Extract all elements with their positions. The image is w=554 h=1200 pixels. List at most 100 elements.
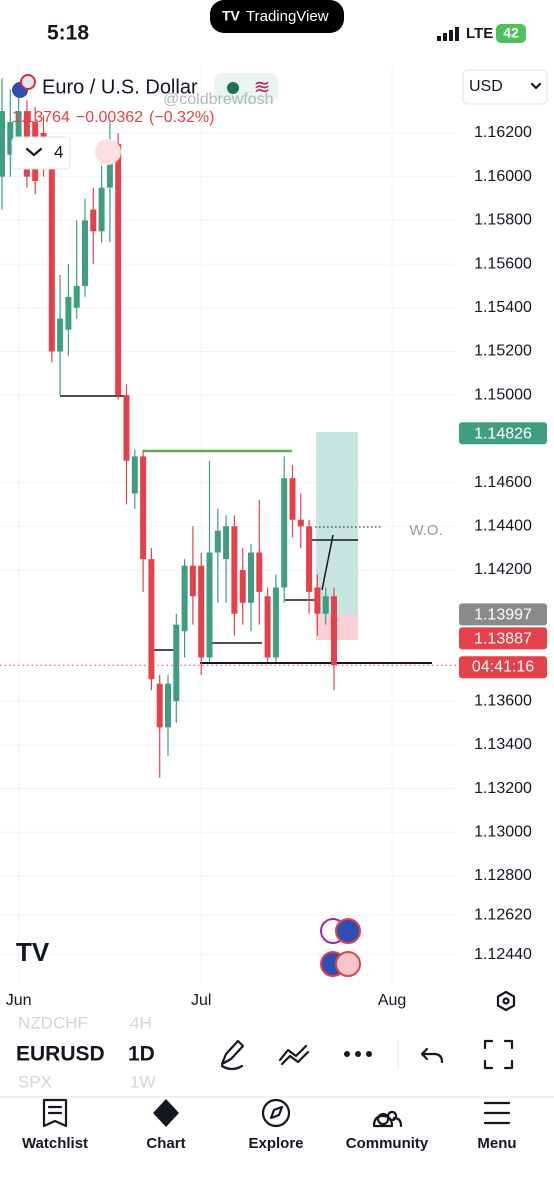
candle-body — [0, 111, 5, 177]
y-tick-label: 1.15600 — [474, 255, 532, 272]
x-tick-label: Aug — [378, 992, 406, 1009]
nav-community[interactable]: Community — [346, 1135, 429, 1152]
chart-icon[interactable] — [153, 1099, 179, 1127]
candle-body — [156, 683, 163, 728]
alert-icon[interactable] — [95, 139, 121, 165]
status-time: 5:18 — [47, 22, 89, 45]
y-tick-label: 1.15200 — [474, 343, 532, 360]
quote: 1.13764 −0.00362 (−0.32%) — [12, 109, 214, 126]
settings-dot — [502, 997, 510, 1005]
interval[interactable]: 1D — [128, 1043, 155, 1066]
x-tick-label: Jul — [191, 992, 211, 1009]
nav-explore[interactable]: Explore — [248, 1135, 303, 1152]
interval-option[interactable]: 1W — [130, 1072, 156, 1091]
event-icon[interactable] — [335, 951, 361, 977]
y-tick-label: 1.13000 — [474, 823, 532, 840]
nav-chart[interactable]: Chart — [146, 1135, 185, 1152]
countdown-tag — [459, 656, 547, 679]
feed-icon: ≋ — [254, 76, 271, 98]
candle-body — [90, 209, 97, 232]
menu-icon[interactable] — [483, 1101, 511, 1125]
settings-icon[interactable] — [496, 990, 516, 1012]
more-tools[interactable] — [344, 1051, 372, 1057]
symbol-name: Euro / U.S. Dollar — [42, 76, 198, 98]
candle-body — [189, 565, 196, 597]
chevron — [25, 147, 43, 157]
y-tick-label: 1.14200 — [474, 561, 532, 578]
tv-logo: TV — [16, 937, 50, 967]
candle-body — [57, 318, 64, 352]
candle-body — [314, 587, 321, 614]
undo[interactable] — [420, 1047, 444, 1064]
x-tick-label: Jun — [6, 992, 32, 1009]
currency-select[interactable] — [462, 69, 548, 105]
app-name: TradingView — [246, 8, 329, 25]
y-tick-label: 1.15000 — [474, 386, 532, 403]
candle-body — [239, 570, 246, 603]
y-tick-label: 1.15800 — [474, 212, 532, 229]
indicators-count: 4 — [54, 142, 63, 161]
grid — [0, 65, 455, 985]
candle-body — [214, 530, 221, 553]
battery — [496, 24, 526, 43]
trend-tool[interactable] — [278, 1044, 310, 1066]
candle-body — [289, 478, 296, 520]
nav-menu[interactable]: Menu — [477, 1135, 516, 1152]
candle-body — [248, 552, 254, 603]
change-pct: (−0.32%) — [149, 109, 214, 126]
y-tick-label: 1.14400 — [474, 518, 532, 535]
candle-body — [231, 526, 238, 614]
candle-body — [331, 596, 337, 666]
currency: USD — [469, 78, 503, 95]
annotation: W.O. — [409, 522, 442, 539]
interval-option[interactable]: 4H — [130, 1013, 152, 1032]
candles — [0, 78, 337, 778]
candle-body — [256, 552, 263, 592]
symbol-option[interactable]: SPX — [18, 1072, 52, 1091]
candle-body — [181, 565, 188, 632]
fullscreen[interactable] — [483, 1039, 514, 1070]
candle-body — [223, 526, 230, 560]
candle-body — [173, 624, 180, 702]
y-tick-label: 1.12620 — [474, 907, 532, 924]
y-tick-label: 1.16200 — [474, 124, 532, 141]
last-price: 1.13764 — [12, 109, 70, 126]
compass — [269, 1105, 284, 1120]
candle-body — [115, 143, 122, 396]
candle-body — [281, 478, 288, 588]
signal — [437, 27, 459, 41]
candle-body — [48, 165, 55, 352]
price-tag — [459, 603, 547, 626]
network: LTE — [466, 25, 493, 42]
community-icon[interactable] — [372, 1110, 403, 1128]
price-tag-label: 1.13887 — [474, 631, 532, 648]
watchlist-icon[interactable] — [42, 1098, 68, 1128]
candle-body — [206, 552, 213, 658]
event-icon[interactable] — [335, 918, 361, 944]
candle-body — [98, 187, 105, 232]
change: −0.00362 — [76, 109, 143, 126]
overlay: 1.16200 1.16000 1.15800 1.15600 1.15400 1.152… — [0, 124, 547, 1009]
watermark: @coldbrewfosh — [163, 91, 274, 108]
y-tick-label: 1.16000 — [474, 168, 532, 185]
symbol-option[interactable]: NZDCHF — [18, 1013, 88, 1032]
trend-line — [321, 534, 334, 591]
draw-tool[interactable] — [220, 1039, 245, 1071]
candle-body — [306, 526, 313, 592]
y-tick-label: 1.12800 — [474, 867, 532, 884]
app-pill — [210, 0, 344, 33]
symbol[interactable]: EURUSD — [16, 1043, 105, 1066]
y-tick-label: 1.12440 — [474, 946, 532, 963]
nav-watchlist[interactable]: Watchlist — [22, 1135, 88, 1152]
candle-body — [297, 519, 304, 527]
y-tick-label: 1.14600 — [474, 474, 532, 491]
candle-body — [198, 565, 205, 658]
indicators-button[interactable] — [11, 136, 71, 170]
candle-body — [322, 596, 329, 614]
battery-level: 42 — [503, 25, 519, 41]
explore-icon[interactable] — [261, 1098, 291, 1128]
countdown: 04:41:16 — [472, 659, 534, 676]
flag-us — [20, 74, 36, 90]
candle-body — [106, 143, 113, 188]
